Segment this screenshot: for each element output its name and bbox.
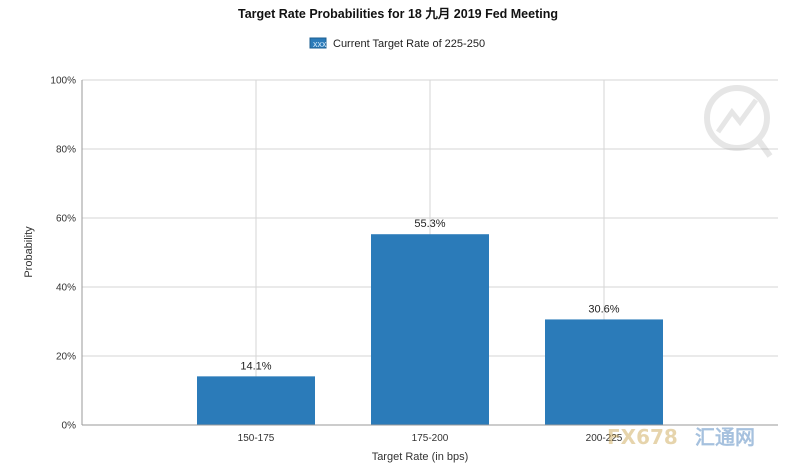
bars [197,234,663,425]
x-tick-label: 175-200 [412,433,449,444]
data-labels: 14.1% 55.3% 30.6% [240,218,619,372]
legend-label: Current Target Rate of 225-250 [333,38,485,50]
y-axis-label: Probability [23,226,35,278]
watermark-fx678: FX678 [607,425,678,449]
chart-title: Target Rate Probabilities for 18 九月 2019… [238,6,558,21]
watermark-huitong: 汇通网 [695,425,755,449]
y-tick-label: 20% [56,352,76,363]
y-tick-label: 40% [56,283,76,294]
watermark-trend-icon [715,98,759,134]
bar-175-200 [371,234,489,425]
bar-200-225 [545,319,663,425]
x-axis-label: Target Rate (in bps) [372,451,469,463]
x-tick-label: 200-225 [586,433,623,444]
data-label: 55.3% [414,218,445,230]
y-tick-label: 0% [62,421,77,432]
y-axis-ticks: 0% 20% 40% 60% 80% 100% [50,76,76,432]
data-label: 30.6% [588,303,619,315]
legend-swatch-pattern: xxx [313,39,327,49]
legend-swatch [309,37,327,49]
data-label: 14.1% [240,360,271,372]
bar-150-175 [197,376,315,425]
y-tick-label: 60% [56,214,76,225]
watermark: FX678 汇通网 [607,425,755,449]
legend: xxx Current Target Rate of 225-250 [309,37,485,50]
x-tick-label: 150-175 [238,433,275,444]
y-tick-label: 80% [56,145,76,156]
watermark-handle-icon [754,136,773,158]
y-tick-label: 100% [50,76,76,87]
x-axis-ticks: 150-175 175-200 200-225 [238,433,623,444]
watermark-ring-icon [704,85,770,151]
watermark-logo [704,85,773,158]
